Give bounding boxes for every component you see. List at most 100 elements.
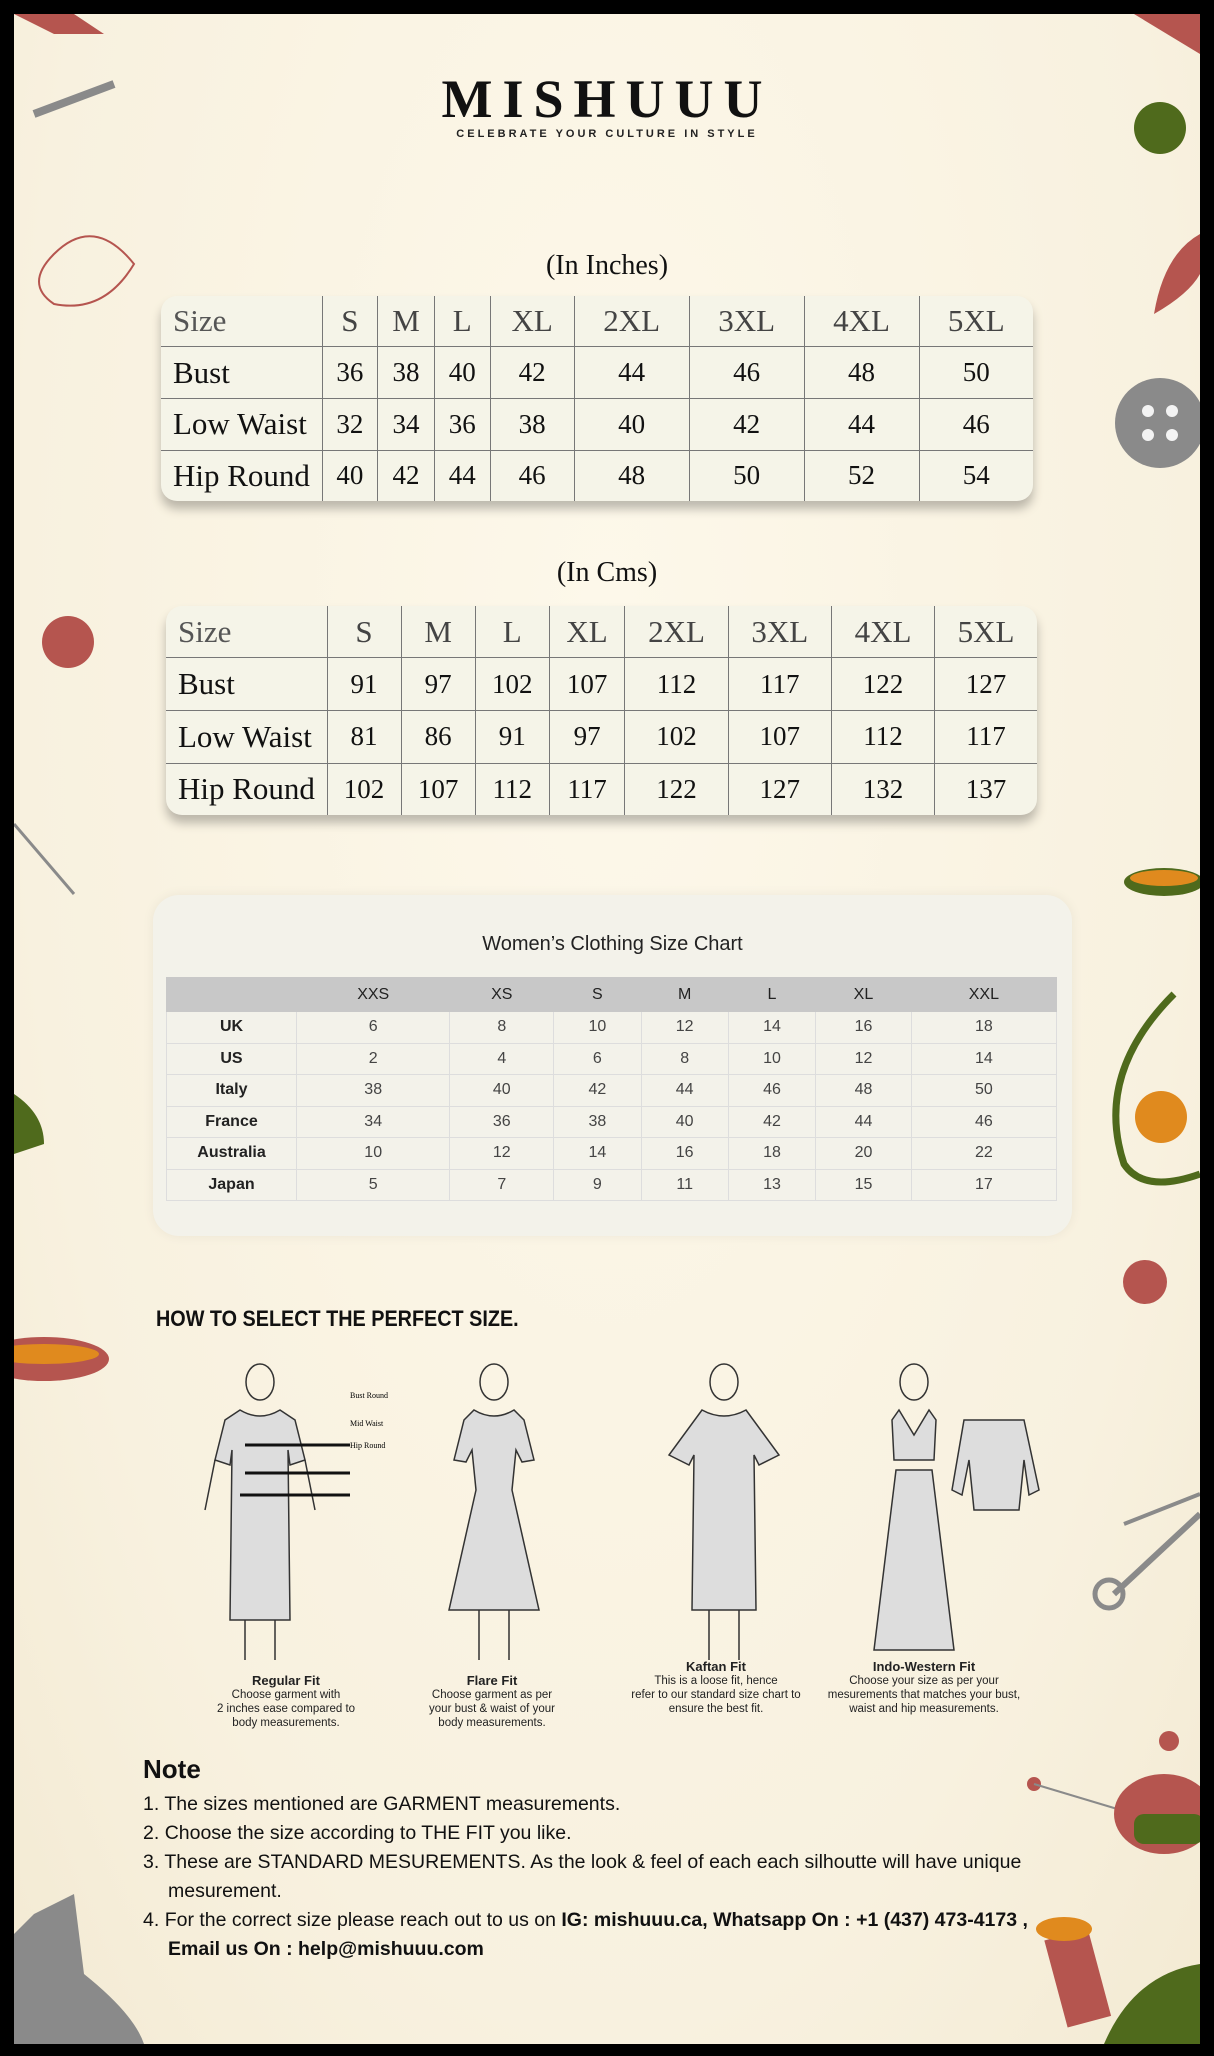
table-cell: 102	[624, 709, 729, 764]
brand-logo: MISHUUU	[441, 69, 773, 129]
needle-icon	[32, 80, 116, 118]
table-cell: 5XL	[918, 296, 1033, 348]
table-cell: 5XL	[934, 606, 1037, 659]
mid-waist-label: Mid Waist	[350, 1419, 384, 1428]
fit-caption-regular: Regular Fit Choose garment with 2 inches e…	[216, 1673, 356, 1730]
note-heading: Note	[143, 1754, 201, 1784]
table-cell: 38	[377, 346, 435, 399]
table-cell: 38	[295, 1074, 451, 1107]
table-cell: XS	[449, 977, 555, 1012]
table-cell: 46	[489, 449, 575, 501]
brand-tagline: CELEBRATE YOUR CULTURE IN STYLE	[456, 128, 758, 140]
button-icon	[1115, 378, 1200, 468]
sewing-decorations	[14, 14, 1200, 2044]
table-cell: 44	[815, 1105, 912, 1138]
needle-icon	[14, 823, 76, 895]
row-label: Italy	[166, 1074, 297, 1107]
table-cell: 20	[815, 1137, 912, 1170]
table-cell: 117	[548, 762, 626, 815]
table-cell: 112	[624, 657, 729, 711]
table-cell: 12	[640, 1011, 729, 1044]
table-cell: 40	[321, 449, 379, 501]
row-label: Size	[161, 296, 323, 348]
table-cell: 50	[688, 449, 805, 501]
table-cell: 81	[326, 709, 402, 764]
table-cell: 91	[326, 657, 402, 711]
table-cell: 2	[295, 1042, 451, 1075]
hip-round-label: Hip Round	[350, 1441, 386, 1450]
table-cell: S	[326, 606, 402, 659]
table-cell: 122	[624, 762, 729, 815]
regular-fit-figure	[204, 1363, 350, 1660]
table-cell: L	[727, 977, 817, 1012]
table-cell: 5	[295, 1168, 451, 1201]
table-cell: 107	[548, 657, 626, 711]
table-cell: 2XL	[624, 606, 729, 659]
table-cell: 44	[573, 346, 690, 399]
table-cell: 7	[449, 1168, 555, 1201]
table-cell: 38	[553, 1105, 642, 1138]
table-row: Low Waist 32 34 36 38 40 42 44 46	[161, 397, 1033, 451]
table-cell: 122	[830, 657, 936, 711]
table-cell: 17	[910, 1168, 1058, 1201]
row-label: Low Waist	[161, 397, 323, 451]
table-header-row: Size S M L XL 2XL 3XL 4XL 5XL	[166, 606, 1037, 659]
womens-chart-title: Women’s Clothing Size Chart	[482, 933, 743, 955]
table-cell: 40	[573, 397, 690, 451]
table-cell: 16	[815, 1011, 912, 1044]
table-cell: 13	[727, 1168, 817, 1201]
table-cell: S	[553, 977, 642, 1012]
table-cell: 117	[934, 709, 1037, 764]
table-cell: 34	[377, 397, 435, 451]
table-cell: 10	[553, 1011, 642, 1044]
bust-round-label: Bust Round	[350, 1391, 389, 1400]
cms-title: (In Cms)	[556, 557, 658, 588]
table-cell: 112	[474, 762, 550, 815]
table-row: Low Waist 81 86 91 97 102 107 112 117	[166, 709, 1037, 764]
table-row: Hip Round 102 107 112 117 122 127 132 137	[166, 762, 1037, 815]
table-cell: 86	[400, 709, 476, 764]
table-cell: 15	[815, 1168, 912, 1201]
table-cell: 18	[910, 1011, 1058, 1044]
table-cell: L	[433, 296, 491, 348]
table-cell: M	[400, 606, 476, 659]
table-cell: 22	[910, 1137, 1058, 1170]
table-cell: 40	[433, 346, 491, 399]
table-cell: 34	[295, 1105, 451, 1138]
table-cell: 8	[640, 1042, 729, 1075]
table-cell: 54	[918, 449, 1033, 501]
table-row: Bust 91 97 102 107 112 117 122 127	[166, 657, 1037, 711]
row-label	[166, 977, 297, 1012]
table-cell: 42	[688, 397, 805, 451]
table-cell: 14	[910, 1042, 1058, 1075]
indo-western-fit-figure	[873, 1363, 1040, 1651]
table-cell: L	[474, 606, 550, 659]
kaftan-fit-figure	[667, 1363, 781, 1660]
table-row: Italy 38 40 42 44 46 48 50	[166, 1074, 1058, 1107]
table-cell: 48	[815, 1074, 912, 1107]
table-cell: 10	[727, 1042, 817, 1075]
table-cell: XL	[815, 977, 912, 1012]
table-cell: 36	[449, 1105, 555, 1138]
row-label: Size	[166, 606, 328, 659]
table-cell: 46	[910, 1105, 1058, 1138]
table-cell: 12	[815, 1042, 912, 1075]
table-cell: 2XL	[573, 296, 690, 348]
table-cell: 12	[449, 1137, 555, 1170]
row-label: Bust	[166, 657, 328, 711]
table-cell: 44	[640, 1074, 729, 1107]
table-cell: 102	[326, 762, 402, 815]
table-cell: 11	[640, 1168, 729, 1201]
table-cell: 97	[400, 657, 476, 711]
table-cell: 46	[688, 346, 805, 399]
table-cell: 3XL	[688, 296, 805, 348]
note-item-contact: 4. For the correct size please reach out…	[143, 1909, 1028, 1960]
table-cell: 137	[934, 762, 1037, 815]
button-holes-icon	[1142, 405, 1178, 441]
pin-icon	[1159, 1731, 1179, 1751]
table-cell: 107	[727, 709, 832, 764]
table-cell: 6	[553, 1042, 642, 1075]
thread-bead-icon	[1135, 1091, 1187, 1143]
table-cell: 117	[727, 657, 832, 711]
table-cell: 40	[449, 1074, 555, 1107]
